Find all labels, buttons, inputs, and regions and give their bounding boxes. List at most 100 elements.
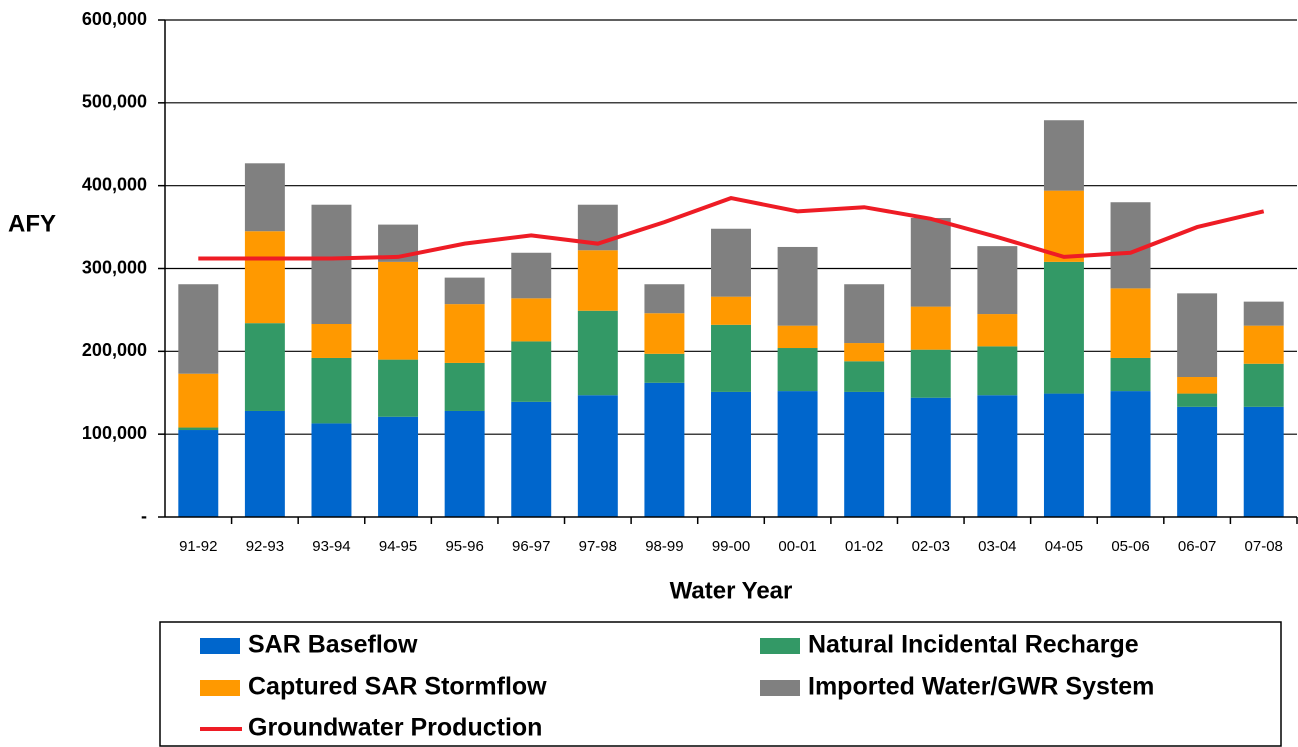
bar-segment bbox=[711, 324, 751, 392]
y-tick-label: 300,000 bbox=[82, 257, 147, 277]
bar-segment bbox=[311, 357, 352, 424]
bar-segment bbox=[977, 246, 1018, 315]
x-tick-label: 95-96 bbox=[445, 538, 483, 555]
bar-segment bbox=[977, 314, 1018, 347]
x-tick-label: 03-04 bbox=[978, 538, 1016, 555]
bar-segment bbox=[1110, 391, 1151, 517]
bar-segment bbox=[1043, 393, 1084, 517]
bar-segment bbox=[711, 228, 751, 297]
x-tick-label: 00-01 bbox=[778, 538, 816, 555]
legend-swatch bbox=[200, 638, 240, 654]
bar-segment bbox=[311, 323, 352, 358]
bar-segment bbox=[1243, 301, 1284, 326]
y-tick-label: 100,000 bbox=[82, 423, 147, 443]
bar-segment bbox=[711, 296, 751, 325]
x-tick-label: 02-03 bbox=[912, 538, 950, 555]
legend-label: Groundwater Production bbox=[248, 714, 542, 742]
bar-segment bbox=[711, 391, 751, 517]
x-tick-label: 97-98 bbox=[579, 538, 617, 555]
bar-segment bbox=[511, 341, 552, 402]
bar-segment bbox=[444, 304, 485, 363]
y-tick-label: 200,000 bbox=[82, 340, 147, 360]
x-tick-label: 99-00 bbox=[712, 538, 750, 555]
bar-segment bbox=[178, 284, 219, 374]
legend-label: SAR Baseflow bbox=[248, 631, 418, 659]
bar-segment bbox=[511, 252, 552, 299]
bar-segment bbox=[244, 163, 285, 232]
bar-segment bbox=[577, 395, 618, 517]
x-tick-label: 05-06 bbox=[1111, 538, 1149, 555]
bar-segment bbox=[777, 325, 818, 349]
bar-segment bbox=[644, 284, 685, 314]
y-tick-label: - bbox=[141, 506, 147, 526]
bar-segment bbox=[977, 395, 1018, 517]
bar-segment bbox=[1110, 288, 1151, 358]
legend-swatch bbox=[760, 638, 800, 654]
legend-label: Captured SAR Stormflow bbox=[248, 673, 547, 701]
bar-segment bbox=[444, 410, 485, 517]
bar-segment bbox=[311, 204, 352, 324]
y-axis-label: AFY bbox=[8, 210, 56, 237]
x-tick-label: 04-05 bbox=[1045, 538, 1083, 555]
bar-segment bbox=[178, 373, 219, 428]
x-tick-label: 01-02 bbox=[845, 538, 883, 555]
bar-segment bbox=[1177, 393, 1218, 407]
bar-segment bbox=[644, 382, 685, 517]
bar-segment bbox=[511, 401, 552, 517]
bar-segment bbox=[244, 323, 285, 411]
bar-segment bbox=[378, 416, 419, 517]
bar-segment bbox=[844, 343, 885, 362]
x-tick-label: 94-95 bbox=[379, 538, 417, 555]
legend-swatch bbox=[200, 680, 240, 696]
bar-segment bbox=[844, 391, 885, 517]
bar-segment bbox=[178, 427, 219, 431]
bar-segment bbox=[644, 353, 685, 383]
bar-segment bbox=[644, 313, 685, 354]
y-tick-label: 400,000 bbox=[82, 174, 147, 194]
bar-segment bbox=[910, 217, 951, 307]
bar-segment bbox=[178, 430, 219, 517]
bar-segment bbox=[1243, 363, 1284, 407]
x-tick-label: 93-94 bbox=[312, 538, 350, 555]
x-axis-label: Water Year bbox=[670, 577, 793, 604]
bar-segment bbox=[777, 348, 818, 392]
bar-segment bbox=[1177, 406, 1218, 517]
legend-box bbox=[159, 621, 1282, 747]
bar-segment bbox=[844, 284, 885, 344]
x-tick-label: 96-97 bbox=[512, 538, 550, 555]
bar-segment bbox=[577, 250, 618, 311]
x-tick-label: 92-93 bbox=[246, 538, 284, 555]
bar-segment bbox=[777, 246, 818, 326]
bar-segment bbox=[1243, 325, 1284, 364]
bar-segment bbox=[1043, 120, 1084, 191]
bar-segment bbox=[444, 362, 485, 411]
bar-segment bbox=[1043, 190, 1084, 262]
legend-label: Natural Incidental Recharge bbox=[808, 631, 1139, 659]
bar-segment bbox=[577, 310, 618, 396]
bar-segment bbox=[910, 306, 951, 350]
bar-segment bbox=[1177, 293, 1218, 378]
bar-segment bbox=[1110, 202, 1151, 289]
bar-segment bbox=[910, 349, 951, 398]
y-tick-label: 500,000 bbox=[82, 92, 147, 112]
x-tick-label: 07-08 bbox=[1245, 538, 1283, 555]
bar-segment bbox=[511, 298, 552, 342]
bar-segment bbox=[977, 346, 1018, 396]
x-tick-label: 98-99 bbox=[645, 538, 683, 555]
y-tick-label: 600,000 bbox=[82, 9, 147, 29]
bar-segment bbox=[1177, 377, 1218, 394]
bar-segment bbox=[1243, 406, 1284, 517]
bar-segment bbox=[844, 361, 885, 392]
bar-segment bbox=[378, 261, 419, 360]
bar-segment bbox=[244, 410, 285, 517]
line-series bbox=[198, 196, 1265, 261]
bar-segment bbox=[244, 231, 285, 324]
bar-segment bbox=[777, 391, 818, 517]
bar-segment bbox=[1110, 357, 1151, 392]
legend-swatch bbox=[760, 680, 800, 696]
x-tick-label: 06-07 bbox=[1178, 538, 1216, 555]
bar-segment bbox=[311, 423, 352, 517]
bar-segment bbox=[378, 359, 419, 417]
bar-segment bbox=[444, 277, 485, 305]
